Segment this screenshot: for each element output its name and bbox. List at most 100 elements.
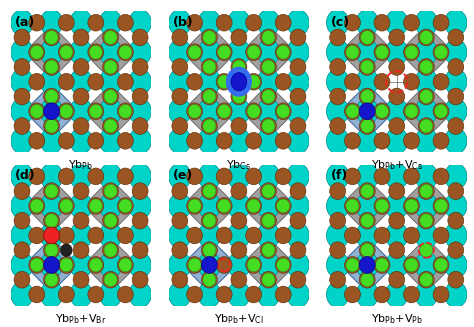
Ellipse shape [246,227,262,244]
Polygon shape [24,84,79,138]
Ellipse shape [198,69,220,95]
Ellipse shape [198,128,220,154]
Ellipse shape [415,193,438,219]
Ellipse shape [389,242,405,259]
Ellipse shape [172,59,188,75]
Ellipse shape [418,183,434,199]
Text: (f): (f) [331,169,348,182]
Ellipse shape [14,88,30,105]
Ellipse shape [375,104,389,118]
Polygon shape [340,84,394,138]
Ellipse shape [445,222,467,249]
Ellipse shape [260,118,276,134]
Ellipse shape [201,212,218,229]
Ellipse shape [40,282,63,307]
Ellipse shape [228,222,250,249]
Ellipse shape [88,168,104,185]
Ellipse shape [216,132,232,149]
Ellipse shape [201,59,218,75]
Ellipse shape [418,118,434,134]
Ellipse shape [405,199,418,213]
Ellipse shape [385,10,408,36]
Ellipse shape [100,222,122,249]
Ellipse shape [201,257,218,273]
Ellipse shape [129,128,151,154]
Ellipse shape [228,39,250,65]
Ellipse shape [104,214,117,228]
Ellipse shape [70,98,92,124]
Ellipse shape [70,252,92,278]
Ellipse shape [433,168,449,185]
Ellipse shape [198,10,220,36]
Ellipse shape [119,258,132,272]
Ellipse shape [169,128,191,154]
Ellipse shape [389,271,405,288]
Ellipse shape [118,168,133,185]
Ellipse shape [216,286,232,303]
Ellipse shape [218,199,231,213]
Ellipse shape [231,271,247,288]
Ellipse shape [290,183,306,199]
Ellipse shape [89,104,102,118]
Ellipse shape [40,98,63,124]
Ellipse shape [45,31,58,44]
Ellipse shape [58,168,74,185]
Ellipse shape [435,45,447,59]
Ellipse shape [433,14,449,31]
Ellipse shape [201,118,218,134]
Polygon shape [399,179,454,233]
Ellipse shape [231,183,247,199]
Ellipse shape [100,98,122,124]
Ellipse shape [389,118,405,134]
Ellipse shape [73,118,89,134]
Ellipse shape [102,212,118,229]
Ellipse shape [119,104,132,118]
Ellipse shape [11,98,33,124]
Ellipse shape [260,59,276,75]
Ellipse shape [257,164,280,189]
Ellipse shape [104,90,117,103]
Ellipse shape [359,257,375,273]
Ellipse shape [228,282,250,307]
Text: (e): (e) [173,169,193,182]
Ellipse shape [198,98,220,124]
Ellipse shape [203,214,216,228]
Ellipse shape [330,29,346,46]
Ellipse shape [403,227,419,244]
Ellipse shape [203,60,216,74]
Ellipse shape [187,286,202,303]
Ellipse shape [290,88,306,105]
Ellipse shape [445,193,467,219]
Ellipse shape [187,198,202,214]
Ellipse shape [260,271,276,288]
Ellipse shape [290,118,306,134]
Ellipse shape [385,193,408,219]
Polygon shape [241,179,296,233]
Ellipse shape [257,10,280,36]
Ellipse shape [403,14,419,31]
Ellipse shape [73,242,89,259]
Ellipse shape [58,257,74,273]
Ellipse shape [385,98,408,124]
Ellipse shape [277,104,290,118]
Ellipse shape [287,69,309,95]
Ellipse shape [172,212,188,229]
Ellipse shape [88,103,104,120]
Ellipse shape [132,59,148,75]
Ellipse shape [346,258,359,272]
Ellipse shape [257,39,280,65]
Ellipse shape [11,164,33,189]
Ellipse shape [327,10,349,36]
Ellipse shape [257,222,280,249]
Ellipse shape [45,90,58,103]
Ellipse shape [89,258,102,272]
Ellipse shape [231,59,247,75]
Ellipse shape [198,222,220,249]
Ellipse shape [435,258,447,272]
Ellipse shape [260,29,276,46]
Ellipse shape [172,271,188,288]
Ellipse shape [345,14,360,31]
Ellipse shape [100,193,122,219]
Ellipse shape [374,227,390,244]
Polygon shape [182,25,237,79]
